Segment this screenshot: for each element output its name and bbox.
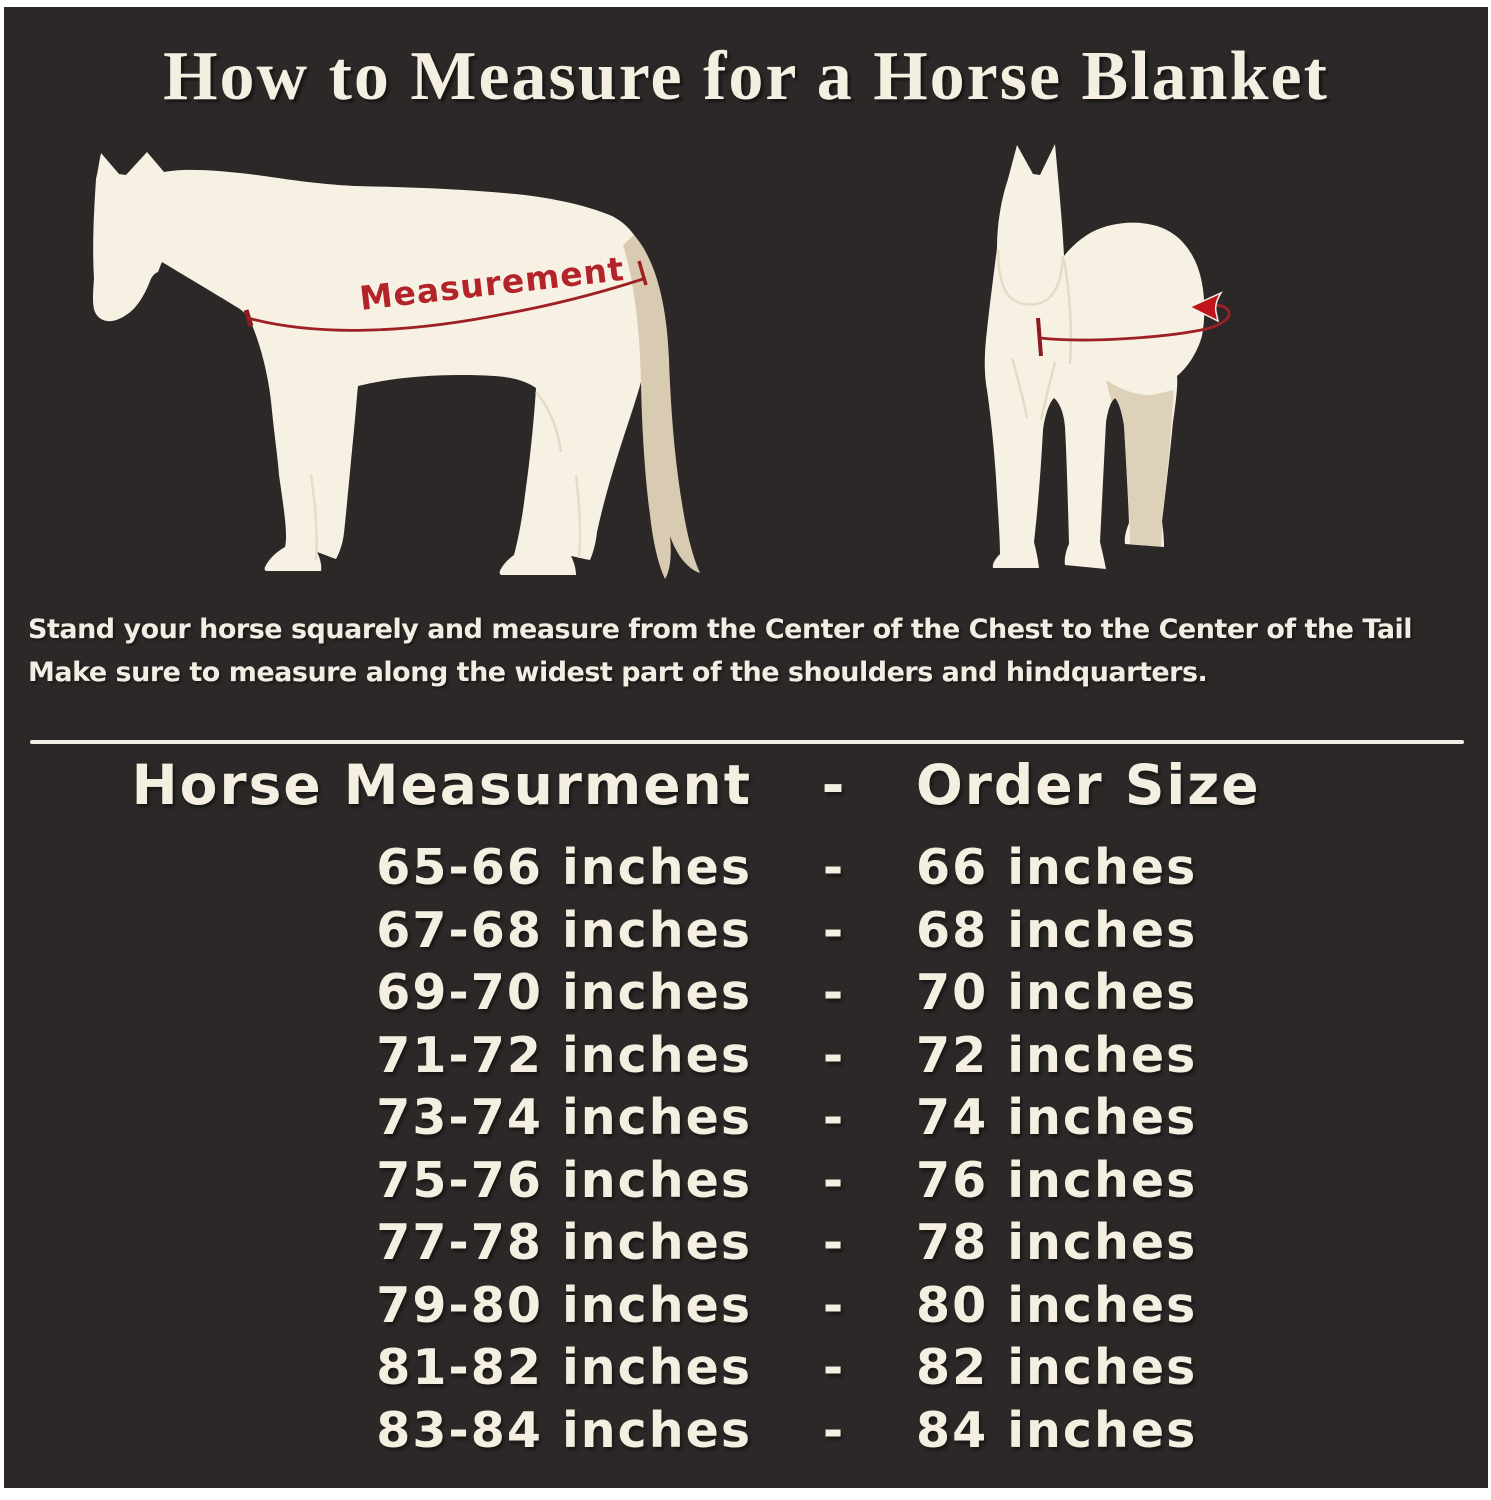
order-size-value: 76 inches [916,1151,1198,1209]
table-row: 83-84 inches - 84 inches [4,1400,1488,1463]
horse-measurement-value: 83-84 inches [376,1401,752,1459]
horse-measurement-value: 65-66 inches [376,839,752,896]
horse-measurement-value: 67-68 inches [376,901,752,959]
side-view-horse-icon: Measurement [93,152,700,579]
row-separator: - [822,1026,846,1084]
horse-measurement-value: 77-78 inches [376,1214,752,1271]
horse-measurement-value: 81-82 inches [376,1339,752,1396]
order-size-value: 70 inches [916,964,1198,1021]
table-row: 67-68 inches - 68 inches [4,900,1488,963]
size-chart-rows: 65-66 inches - 66 inches 67-68 inches - … [4,837,1488,1462]
row-separator: - [822,1089,846,1146]
table-row: 77-78 inches - 78 inches [4,1212,1488,1275]
order-size-value: 74 inches [916,1089,1198,1146]
horse-measurement-value: 69-70 inches [376,964,752,1021]
horse-measurement-diagram: Measurement [93,144,1231,579]
row-separator: - [822,1276,846,1334]
size-chart: Horse Measurment - Order Size 65-66 inch… [4,753,1488,1462]
row-separator: - [822,1339,846,1396]
order-size-value: 84 inches [916,1401,1198,1459]
measurement-line [243,260,648,332]
header-horse-measurement: Horse Measurment [131,753,752,817]
horse-measurement-value: 73-74 inches [376,1089,752,1146]
horse-measurement-value: 71-72 inches [376,1026,752,1084]
infographic-card: How to Measure for a Horse Blanket Measu… [4,7,1488,1488]
row-separator: - [822,964,846,1021]
order-size-value: 72 inches [916,1026,1198,1084]
page-title: How to Measure for a Horse Blanket [163,38,1329,115]
table-row: 75-76 inches - 76 inches [4,1150,1488,1213]
table-row: 69-70 inches - 70 inches [4,962,1488,1025]
row-separator: - [822,1214,846,1271]
table-row: 65-66 inches - 66 inches [4,837,1488,900]
hind-leg-shading [1106,380,1174,547]
horse-tail [623,235,700,579]
row-separator: - [822,839,846,896]
table-row: 79-80 inches - 80 inches [4,1275,1488,1338]
order-size-value: 82 inches [916,1339,1198,1396]
order-size-value: 68 inches [916,901,1198,959]
girth-wrap-arrow [1036,291,1231,357]
size-chart-header: Horse Measurment - Order Size [4,753,1488,817]
front-view-horse-icon [984,144,1231,569]
order-size-value: 80 inches [916,1276,1198,1334]
table-row: 81-82 inches - 82 inches [4,1337,1488,1400]
instructions-line-1: Stand your horse squarely and measure fr… [28,614,1413,645]
instructions-line-2: Make sure to measure along the widest pa… [28,657,1208,688]
row-separator: - [822,1151,846,1209]
horse-measurement-value: 75-76 inches [376,1151,752,1209]
row-separator: - [822,1401,846,1459]
order-size-value: 78 inches [916,1214,1198,1271]
header-order-size: Order Size [916,753,1261,817]
order-size-value: 66 inches [916,839,1198,896]
horse-measurement-value: 79-80 inches [376,1276,752,1334]
header-separator: - [821,753,847,817]
table-row: 73-74 inches - 74 inches [4,1087,1488,1150]
horizontal-divider [30,740,1464,744]
row-separator: - [822,901,846,959]
measuring-instructions: Stand your horse squarely and measure fr… [28,608,1472,694]
table-row: 71-72 inches - 72 inches [4,1025,1488,1088]
